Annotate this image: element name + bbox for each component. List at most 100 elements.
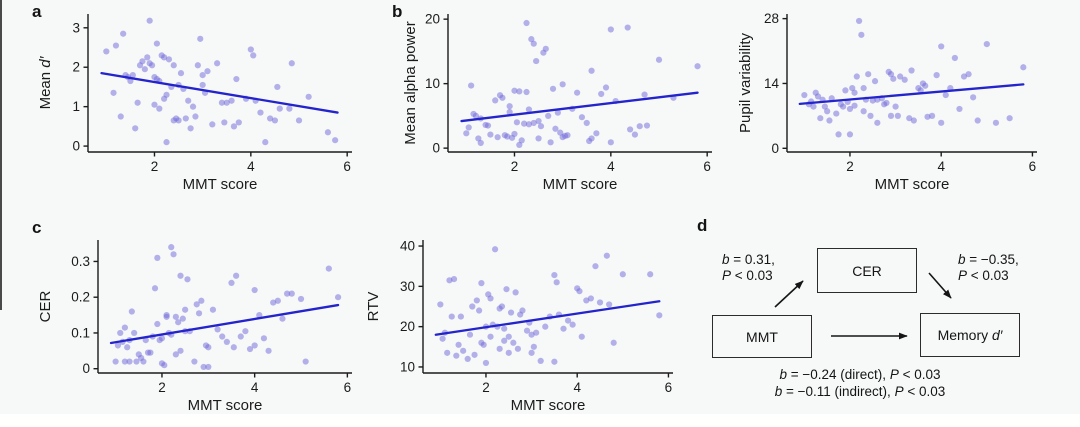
data-point	[177, 347, 184, 354]
data-point	[631, 131, 639, 138]
data-point	[302, 358, 309, 365]
data-point	[647, 271, 654, 278]
data-point	[117, 329, 124, 337]
data-point	[576, 288, 583, 295]
data-point	[154, 320, 161, 328]
data-point	[890, 75, 897, 82]
data-point	[256, 311, 263, 319]
data-point	[200, 363, 207, 371]
data-point	[933, 72, 940, 79]
data-point	[469, 303, 476, 310]
data-point	[120, 30, 127, 37]
data-point	[656, 312, 663, 319]
data-point	[503, 286, 510, 293]
data-point	[154, 254, 161, 261]
data-point	[535, 117, 542, 125]
data-point	[535, 135, 542, 142]
data-point	[473, 297, 480, 304]
data-point	[542, 323, 549, 330]
node-mmt: MMT	[712, 315, 812, 358]
data-point	[182, 115, 189, 122]
data-point	[533, 329, 540, 336]
data-point	[455, 341, 462, 348]
data-point	[228, 279, 235, 287]
data-point	[260, 335, 268, 342]
data-point	[574, 89, 581, 96]
data-point	[519, 307, 526, 314]
data-point	[860, 108, 867, 115]
data-point	[511, 130, 518, 138]
data-point	[204, 68, 211, 75]
data-point	[325, 265, 332, 272]
data-point	[141, 66, 148, 73]
y-axis-title: Mean alpha power	[402, 21, 419, 144]
x-tick-label: 6	[344, 380, 352, 395]
data-point	[482, 359, 490, 367]
data-points	[103, 17, 339, 146]
data-point	[332, 137, 339, 144]
data-point	[466, 331, 474, 338]
regression-line	[100, 71, 339, 114]
data-point	[607, 26, 614, 33]
data-point	[537, 123, 545, 130]
data-point	[513, 119, 520, 126]
data-point	[179, 315, 186, 322]
data-point	[894, 112, 901, 119]
data-points	[437, 246, 663, 367]
data-point	[821, 103, 828, 110]
data-point	[151, 101, 158, 108]
data-point	[477, 139, 484, 147]
data-point	[230, 123, 238, 130]
x-tick-label: 4	[247, 159, 255, 174]
data-point	[518, 137, 525, 144]
x-axis-title: MMT score	[875, 176, 950, 193]
data-point	[276, 105, 283, 112]
data-point	[151, 285, 159, 292]
x-axis-title: MMT score	[543, 176, 618, 193]
y-axis-title: Mean d′	[37, 55, 54, 109]
y-tick-label: 10	[400, 359, 415, 374]
data-points	[801, 17, 1027, 138]
data-point	[134, 99, 141, 106]
x-axis-title: MMT score	[183, 176, 258, 193]
data-point	[147, 349, 154, 356]
data-point	[983, 41, 990, 48]
y-tick-label: 20	[425, 12, 440, 27]
data-point	[288, 60, 295, 67]
stat-line: b = −0.11 (indirect), P < 0.03	[774, 384, 946, 399]
data-point	[168, 244, 175, 251]
data-point	[511, 87, 518, 94]
data-point	[505, 333, 512, 340]
stat-line: P < 0.03	[958, 268, 1009, 283]
data-point	[271, 117, 279, 124]
y-tick-label: 0.1	[71, 325, 90, 340]
data-point	[606, 301, 613, 308]
data-point	[901, 76, 908, 83]
regression-line	[460, 91, 699, 123]
data-point	[587, 295, 594, 302]
axes: 2 4 6 0 10 20	[425, 12, 712, 174]
y-tick-label: 14	[764, 76, 780, 91]
data-point	[545, 112, 552, 119]
data-point	[484, 122, 492, 129]
data-point	[578, 333, 585, 340]
data-point	[233, 75, 240, 83]
data-point	[992, 119, 1000, 126]
data-point	[297, 295, 305, 303]
arrow-cer-to-memory	[928, 272, 952, 299]
data-point	[195, 310, 203, 317]
data-point	[177, 70, 185, 77]
axes: 2 4 6 0 1 2 3	[72, 14, 352, 174]
data-point	[453, 352, 460, 359]
data-point	[156, 105, 163, 112]
x-tick-label: 4	[573, 380, 581, 395]
data-point	[956, 105, 963, 113]
panel-label-b: b	[392, 2, 403, 21]
data-point	[551, 358, 558, 365]
x-tick-label: 4	[607, 159, 615, 174]
data-point	[221, 119, 228, 126]
data-point	[887, 71, 895, 78]
data-point	[521, 120, 528, 127]
data-point	[853, 73, 860, 80]
data-point	[801, 91, 808, 99]
